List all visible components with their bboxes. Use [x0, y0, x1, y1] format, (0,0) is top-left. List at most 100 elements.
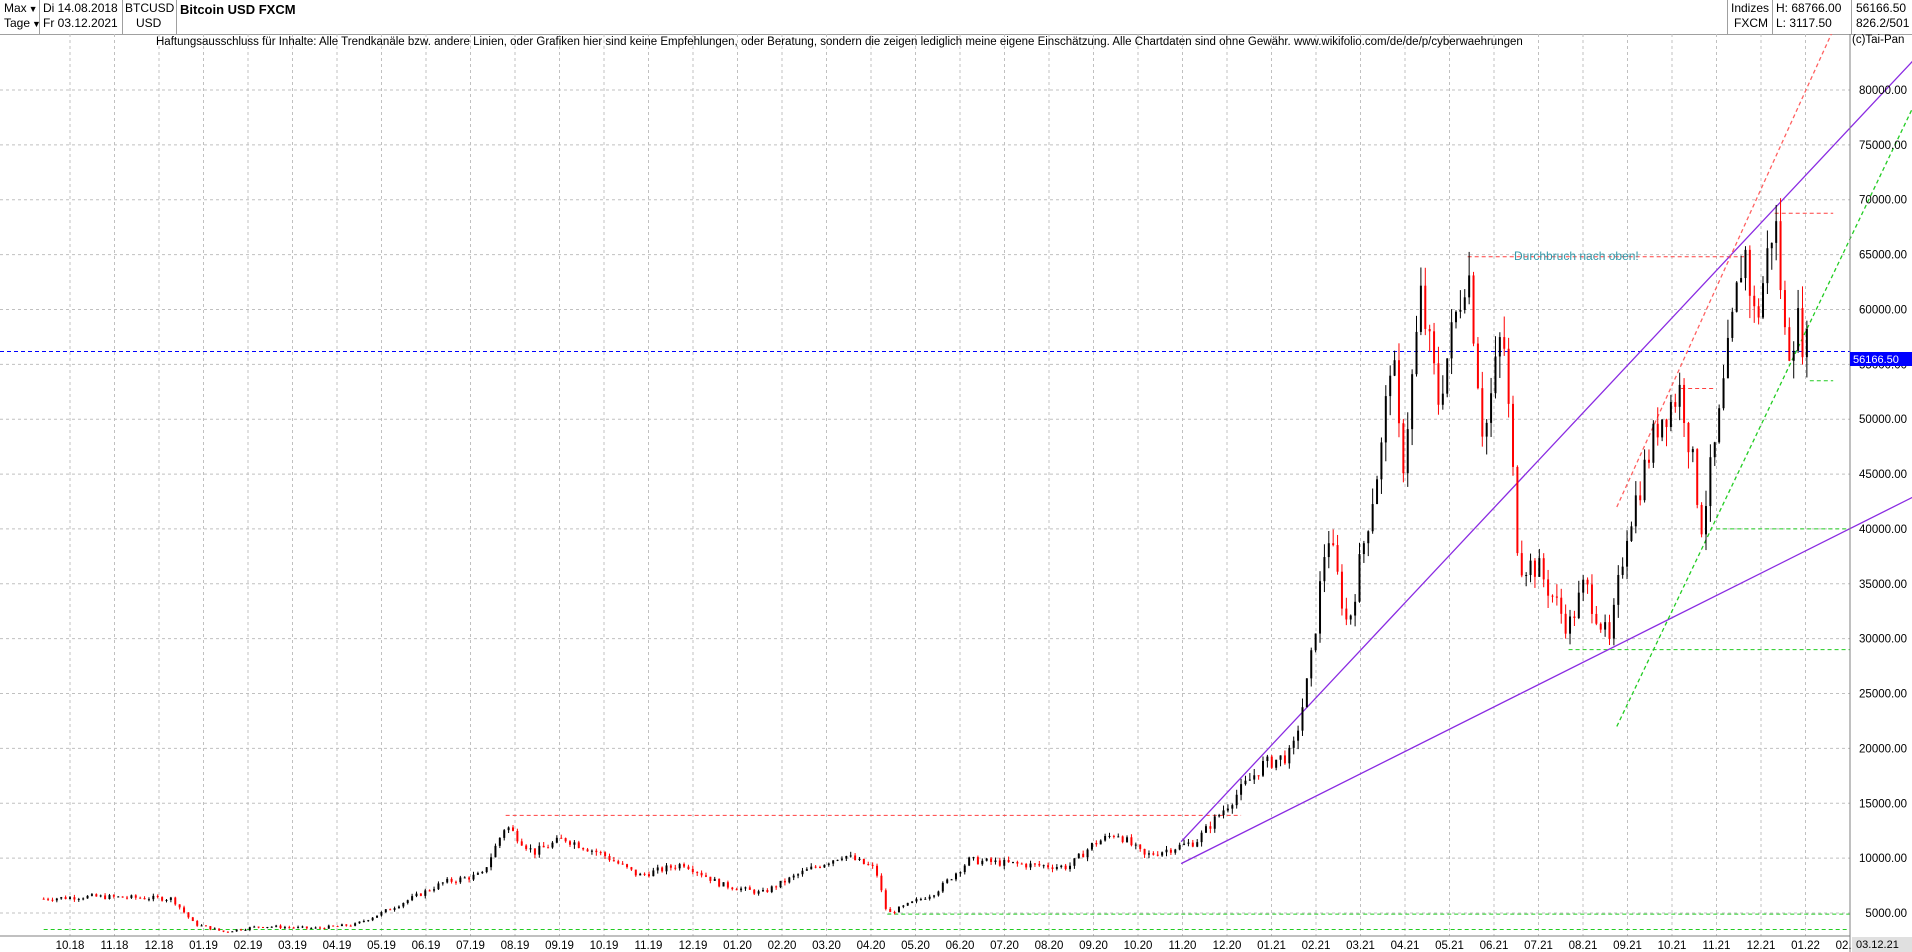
x-tick-label: 03.21 — [1346, 940, 1375, 952]
candle-body — [722, 882, 725, 887]
candle-body — [665, 865, 668, 872]
price-series — [42, 198, 1808, 933]
candle-body — [604, 852, 607, 856]
exchange-label: FXCM — [1734, 16, 1768, 30]
candle-body — [805, 869, 808, 871]
candle-body — [590, 850, 593, 852]
candle-body — [647, 874, 650, 877]
candle-body — [998, 860, 1001, 866]
candle-body — [490, 857, 493, 868]
candle-body — [152, 895, 155, 900]
candle-body — [1503, 337, 1506, 349]
candle-body — [1147, 853, 1150, 855]
x-tick-label: 12.21 — [1747, 940, 1776, 952]
candle-body — [402, 902, 405, 907]
candle-body — [1204, 826, 1207, 833]
candle-body — [1709, 457, 1712, 507]
candle-body — [542, 845, 545, 848]
candle-body — [744, 887, 747, 889]
candle-body — [516, 830, 519, 842]
candle-body — [165, 899, 168, 901]
candle-body — [244, 929, 247, 931]
x-tick-label: 01.22 — [1791, 940, 1820, 952]
candle-body — [525, 845, 528, 849]
candle-body — [674, 867, 677, 869]
candle-body — [1573, 616, 1576, 619]
candle-body — [450, 878, 453, 882]
candle-body — [889, 908, 892, 912]
candle-body — [1301, 707, 1304, 731]
candle-body — [1319, 581, 1322, 634]
x-tick-label: 10.19 — [590, 940, 619, 952]
candle-body — [1468, 275, 1471, 298]
candle-body — [569, 841, 572, 845]
candle-body — [95, 894, 98, 897]
candle-body — [1775, 221, 1778, 243]
candle-body — [1529, 560, 1532, 576]
divider — [39, 0, 40, 34]
candle-body — [836, 859, 839, 861]
y-tick-label: 65000.00 — [1859, 250, 1907, 262]
candle-body — [1652, 423, 1655, 463]
candle-body — [946, 879, 949, 883]
date-from: Di 14.08.2018 — [43, 1, 118, 15]
candle-body — [218, 928, 221, 931]
candle-body — [1003, 859, 1006, 866]
candle-body — [840, 858, 843, 860]
candle-body — [858, 858, 861, 861]
candle-body — [950, 879, 953, 881]
candle-body — [1766, 248, 1769, 284]
candle-body — [472, 874, 475, 880]
candle-body — [1726, 337, 1729, 379]
range-select[interactable]: Max ▼ — [4, 1, 38, 17]
candle-body — [139, 897, 142, 899]
candle-body — [1367, 531, 1370, 544]
candle-body — [1156, 854, 1159, 856]
candle-body — [1770, 242, 1773, 249]
candle-body — [1512, 403, 1515, 467]
candle-body — [963, 865, 966, 873]
y-tick-label: 10000.00 — [1859, 853, 1907, 865]
level-lines — [0, 212, 1850, 930]
candle-body — [819, 866, 822, 868]
symbol[interactable]: BTCUSD — [125, 1, 175, 15]
candle-body — [1498, 337, 1501, 357]
candle-body — [867, 864, 870, 866]
candle-body — [459, 877, 462, 883]
candle-body — [968, 857, 971, 866]
candle-body — [1007, 859, 1010, 863]
candle-body — [1674, 402, 1677, 407]
candle-body — [428, 890, 431, 892]
candle-body — [1393, 360, 1396, 376]
candle-body — [1783, 290, 1786, 328]
candle-body — [1240, 784, 1243, 795]
x-tick-label: 02.21 — [1302, 940, 1331, 952]
candle-body — [954, 873, 957, 880]
candle-body — [419, 893, 422, 896]
candle-body — [476, 873, 479, 875]
candle-body — [634, 869, 637, 876]
candle-body — [608, 855, 611, 861]
candle-body — [270, 926, 273, 928]
candle-body — [1757, 306, 1760, 318]
candle-body — [104, 895, 107, 899]
x-tick-label: 04.21 — [1391, 940, 1420, 952]
candle-body — [1722, 378, 1725, 409]
candle-body — [1411, 374, 1414, 430]
candle-body — [586, 849, 589, 852]
candle-body — [1051, 867, 1054, 869]
candle-body — [1626, 540, 1629, 567]
candle-body — [393, 908, 396, 910]
divider — [1727, 0, 1728, 34]
currency: USD — [136, 16, 162, 30]
candle-body — [726, 882, 729, 888]
candle-body — [55, 898, 58, 901]
price-chart[interactable]: 5000.00 10000.00 15000.00 20000.00 25000.00 3… — [0, 34, 1912, 952]
candle-body — [560, 837, 563, 839]
candle-body — [1354, 601, 1357, 616]
chart-header: Max ▼ Tage ▼ Di 14.08.2018 Fr 03.12.2021 B… — [0, 0, 1912, 35]
interval-select[interactable]: Tage ▼ — [4, 16, 41, 32]
candle-body — [990, 858, 993, 862]
x-tick-label: 11.21 — [1703, 940, 1731, 952]
candle-body — [766, 890, 769, 893]
